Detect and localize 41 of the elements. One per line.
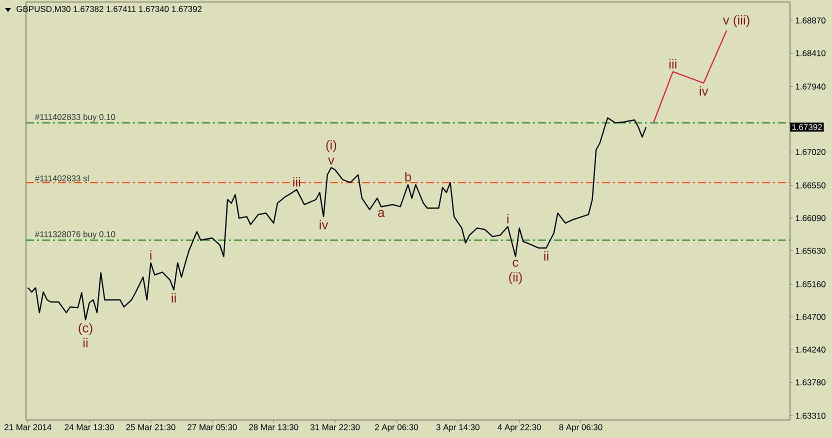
ref-line-label: #111402833 sl xyxy=(34,175,89,182)
data-label: a xyxy=(378,210,385,218)
data-label: (i) v xyxy=(326,140,336,164)
x-tick-label: 24 Mar 13:30 xyxy=(64,424,114,430)
x-tick-label: 8 Apr 06:30 xyxy=(559,424,602,432)
y-tick-label: 1.66550 xyxy=(796,182,826,188)
data-label: b xyxy=(405,172,412,182)
ref-line-label: #111402833 buy 0.10 xyxy=(34,114,116,122)
x-tick-label: 21 Mar 2014 xyxy=(4,424,52,430)
line-series xyxy=(653,30,728,123)
y-tick-label: 1.67940 xyxy=(796,84,826,90)
x-tick-label: 27 Mar 05:30 xyxy=(188,424,237,430)
x-tick-label: 2 Apr 06:30 xyxy=(375,424,418,432)
y-tick-label: 1.66090 xyxy=(796,215,826,222)
y-tick-label: 1.64700 xyxy=(796,314,826,320)
data-label: i xyxy=(150,250,152,260)
data-label: ii xyxy=(544,251,548,261)
data-label: (c) ii xyxy=(78,322,92,348)
data-label: v (iii) xyxy=(722,15,750,28)
y-tick-label: 1.64240 xyxy=(796,346,826,353)
text: 1.67392 xyxy=(792,124,822,130)
x-tick-label: 31 Mar 22:30 xyxy=(310,424,360,430)
x-tick-label: 4 Apr 22:30 xyxy=(498,424,541,432)
y-tick-label: 1.68870 xyxy=(796,17,826,24)
y-tick-label: 1.65160 xyxy=(796,281,826,288)
x-tick-label: 25 Mar 21:30 xyxy=(126,424,176,430)
data-label: iv xyxy=(320,220,328,230)
data-label: c (ii) xyxy=(509,260,522,284)
ref-line-label: #111328076 buy 0.10 xyxy=(34,231,116,239)
y-tick-label: 1.63780 xyxy=(796,379,826,386)
x-tick-label: 28 Mar 13:30 xyxy=(249,424,298,430)
data-label: iii xyxy=(669,59,676,68)
y-tick-label: 1.63310 xyxy=(796,412,826,419)
data-label: iv xyxy=(700,86,708,96)
data-label: ii xyxy=(172,293,176,302)
x-tick-label: 3 Apr 14:30 xyxy=(436,424,480,432)
data-label: i xyxy=(507,214,508,224)
y-tick-label: 1.67020 xyxy=(796,149,826,155)
y-tick-label: 1.68410 xyxy=(796,50,826,56)
chart-title: GBPUSD,M30 1.67382 1.67411 1.67340 1.67392 xyxy=(16,6,202,13)
y-tick-label: 1.65630 xyxy=(796,248,826,254)
